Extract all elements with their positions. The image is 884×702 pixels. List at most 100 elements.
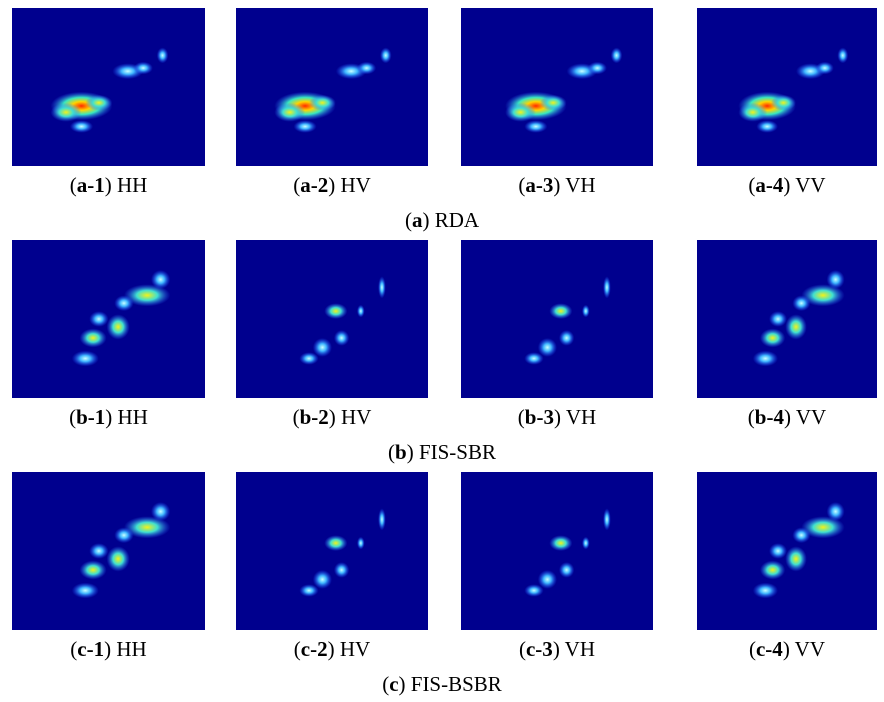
sar-image	[461, 240, 653, 398]
sar-image	[12, 472, 205, 630]
scatter-blob	[603, 508, 611, 530]
scatter-blob	[378, 508, 386, 530]
scatter-blob	[89, 311, 108, 327]
scatter-blob	[753, 583, 778, 599]
scatter-blob	[134, 62, 153, 75]
scatter-blob	[107, 546, 130, 571]
panel-label: (b-4) VV	[748, 405, 826, 429]
scatter-blob	[588, 62, 607, 75]
scatter-blob	[771, 95, 796, 111]
scatter-blob	[816, 62, 834, 75]
sar-image	[461, 8, 653, 166]
scatter-blob	[792, 527, 810, 543]
scatter-blob	[756, 120, 778, 133]
image-background	[461, 472, 653, 630]
scatter-blob	[324, 535, 347, 551]
row-caption: (c) FIS-BSBR	[382, 672, 502, 696]
panel-label: (a-4) VV	[748, 173, 825, 197]
scatter-blob	[549, 303, 572, 319]
sar-image	[236, 472, 428, 630]
scatter-blob	[582, 537, 590, 550]
scatter-blob	[769, 311, 787, 327]
scatter-blob	[107, 314, 130, 339]
image-background	[697, 8, 877, 166]
scatter-blob	[334, 562, 349, 578]
image-background	[12, 8, 205, 166]
panel-label: (a-2) HV	[293, 173, 371, 197]
panel-label: (b-2) HV	[293, 405, 372, 429]
sar-image	[461, 472, 653, 630]
sar-image	[697, 240, 877, 398]
image-background	[236, 240, 428, 398]
sar-image	[236, 8, 428, 166]
scatter-blob	[357, 537, 365, 550]
scatter-blob	[524, 584, 543, 597]
scatter-blob	[760, 560, 785, 579]
image-background	[12, 472, 205, 630]
scatter-blob	[738, 103, 767, 122]
row-caption: (b) FIS-SBR	[388, 440, 496, 464]
scatter-blob	[89, 543, 108, 559]
scatter-blob	[72, 351, 99, 367]
image-background	[12, 240, 205, 398]
scatter-blob	[559, 562, 574, 578]
scatter-blob	[769, 543, 787, 559]
scatter-blob	[357, 62, 376, 75]
panel-label: (c-2) HV	[294, 637, 370, 661]
scatter-blob	[760, 328, 785, 347]
scatter-blob	[274, 103, 305, 122]
scatter-blob	[582, 305, 590, 318]
sar-image	[12, 8, 205, 166]
image-background	[236, 472, 428, 630]
image-background	[461, 240, 653, 398]
scatter-blob	[524, 120, 547, 133]
scatter-blob	[72, 583, 99, 599]
scatter-blob	[524, 352, 543, 365]
scatter-blob	[380, 48, 392, 64]
panel-label: (b-3) VH	[518, 405, 596, 429]
panel-label: (c-1) HH	[70, 637, 146, 661]
sar-image	[236, 240, 428, 398]
panel-label: (c-4) VV	[749, 637, 825, 661]
panel-label: (a-1) HH	[70, 173, 148, 197]
scatter-blob	[785, 546, 807, 571]
scatter-blob	[309, 95, 336, 111]
scatter-blob	[114, 295, 133, 311]
scatter-blob	[540, 95, 567, 111]
scatter-blob	[549, 535, 572, 551]
scatter-blob	[559, 330, 574, 346]
scatter-blob	[151, 502, 170, 521]
scatter-blob	[299, 352, 318, 365]
scatter-blob	[753, 351, 778, 367]
scatter-blob	[827, 270, 845, 289]
scatter-blob	[827, 502, 845, 521]
scatter-blob	[80, 328, 107, 347]
image-background	[461, 8, 653, 166]
scatter-blob	[294, 120, 317, 133]
panel-label: (c-3) VH	[519, 637, 595, 661]
scatter-blob	[837, 48, 848, 64]
scatter-blob	[324, 303, 347, 319]
figure: (a-1) HH (a-2) HV (a-3) VH (a-4) VV (a) RDA (…	[0, 0, 884, 702]
scatter-blob	[157, 48, 169, 64]
scatter-blob	[611, 48, 623, 64]
scatter-blob	[51, 103, 82, 122]
scatter-blob	[85, 95, 112, 111]
panel-label: (b-1) HH	[69, 405, 148, 429]
scatter-blob	[378, 276, 386, 298]
scatter-blob	[357, 305, 365, 318]
panel-label: (a-3) VH	[518, 173, 595, 197]
scatter-blob	[151, 270, 170, 289]
scatter-blob	[505, 103, 536, 122]
sar-image	[12, 240, 205, 398]
scatter-blob	[70, 120, 93, 133]
row-caption: (a) RDA	[405, 208, 480, 232]
scatter-blob	[792, 295, 810, 311]
sar-image	[697, 472, 877, 630]
scatter-blob	[603, 276, 611, 298]
scatter-blob	[299, 584, 318, 597]
scatter-blob	[80, 560, 107, 579]
sar-image	[697, 8, 877, 166]
scatter-blob	[785, 314, 807, 339]
scatter-blob	[114, 527, 133, 543]
